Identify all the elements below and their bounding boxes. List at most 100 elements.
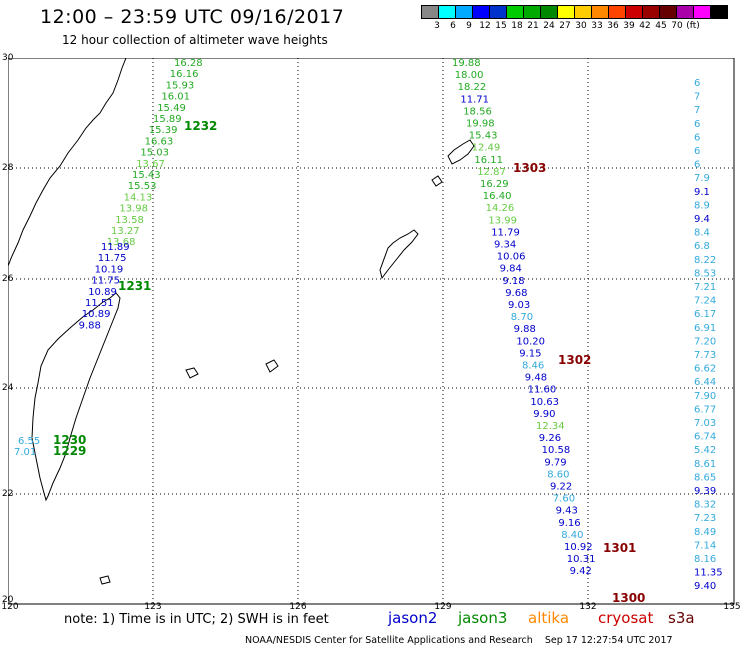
grid-lines	[8, 58, 734, 604]
wave-height-label: 11.89	[101, 242, 130, 253]
longitude-label: 126	[289, 602, 307, 612]
latitude-label: 22	[2, 489, 14, 499]
wave-height-label: 9.84	[500, 264, 522, 275]
wave-height-label: 9.4	[694, 214, 710, 225]
wave-height-label: 8.65	[694, 472, 716, 483]
wave-height-label: 6	[694, 132, 700, 143]
wave-height-label: 9.48	[525, 373, 547, 384]
wave-height-label: 16.11	[474, 155, 503, 166]
color-swatch	[540, 5, 558, 19]
color-scale-label: 6	[450, 21, 456, 31]
wave-height-label: 6.44	[694, 377, 716, 388]
wave-height-label: 18.56	[463, 106, 492, 117]
color-scale-label: 27	[559, 21, 571, 31]
color-scale-label: 42	[639, 21, 651, 31]
wave-height-label: 7	[694, 105, 700, 116]
wave-height-label: 11.51	[85, 298, 114, 309]
wave-height-label: 9.88	[514, 324, 536, 335]
wave-height-label: 15.43	[469, 131, 498, 142]
wave-height-label: 19.98	[466, 119, 495, 130]
color-scale-label: 15	[495, 21, 507, 31]
wave-height-label: 9.39	[694, 486, 716, 497]
wave-height-label: 9.18	[502, 276, 524, 287]
wave-height-label: 18.00	[455, 70, 484, 81]
wave-height-label: 16.28	[174, 58, 203, 69]
footer-credit: NOAA/NESDIS Center for Satellite Applica…	[245, 635, 673, 646]
wave-height-label: 15.43	[132, 170, 161, 181]
wave-height-label: 8.46	[522, 361, 544, 372]
wave-height-label: 16.40	[483, 191, 512, 202]
wave-height-label: 6	[694, 119, 700, 130]
wave-height-label: 19.88	[452, 58, 481, 69]
color-scale-label: 9	[466, 21, 472, 31]
page-title: 12:00 – 23:59 UTC 09/16/2017	[40, 6, 345, 28]
track-id-label: 1300	[612, 591, 645, 605]
satellite-legend-jason2: jason2	[388, 609, 438, 627]
wave-height-label: 13.98	[119, 204, 148, 215]
longitude-label: 120	[1, 602, 19, 612]
color-scale-label: 12	[479, 21, 491, 31]
wave-height-label: 11.75	[91, 276, 120, 287]
page-subtitle: 12 hour collection of altimeter wave hei…	[62, 33, 328, 47]
color-scale-label: (ft)	[686, 21, 700, 31]
track-id-label: 1301	[603, 541, 636, 555]
wave-height-label: 8.53	[694, 268, 716, 279]
color-swatch	[506, 5, 524, 19]
wave-height-label: 6	[694, 78, 700, 89]
wave-height-label: 16.29	[480, 179, 509, 190]
wave-height-label: 7	[694, 92, 700, 103]
satellite-legend-altika: altika	[528, 609, 570, 627]
track-labels: 16.2816.1615.9316.0115.4915.8915.3916.63…	[14, 58, 723, 605]
wave-height-label: 10.63	[530, 397, 559, 408]
wave-height-label: 8.22	[694, 255, 716, 266]
wave-height-label: 8.4	[694, 228, 710, 239]
wave-height-label: 10.89	[82, 309, 111, 320]
wave-height-label: 13.27	[111, 226, 140, 237]
satellite-legend-jason3: jason3	[458, 609, 508, 627]
wave-height-label: 7.24	[694, 296, 716, 307]
longitude-label: 123	[144, 602, 162, 612]
wave-height-label: 6	[694, 146, 700, 157]
wave-height-label: 15.03	[140, 148, 169, 159]
wave-height-label: 9.40	[694, 581, 716, 592]
wave-height-label: 13.67	[136, 159, 165, 170]
wave-height-label: 8.70	[511, 312, 533, 323]
latitude-label: 28	[2, 163, 14, 173]
wave-height-label: 7.23	[694, 513, 716, 524]
color-swatch	[472, 5, 490, 19]
wave-height-label: 9.68	[505, 288, 527, 299]
wave-height-label: 7.60	[553, 494, 575, 505]
color-swatch	[438, 5, 456, 19]
color-swatch	[642, 5, 660, 19]
wave-height-label: 5.42	[694, 445, 716, 456]
wave-height-label: 13.58	[115, 215, 144, 226]
wave-height-label: 6.17	[694, 309, 716, 320]
latitude-label: 30	[2, 53, 14, 63]
wave-height-label: 10.19	[95, 264, 124, 275]
wave-height-label: 15.93	[166, 80, 195, 91]
color-scale-legend	[421, 5, 728, 19]
color-scale-label: 24	[543, 21, 555, 31]
wave-height-label: 14.13	[124, 192, 153, 203]
wave-height-label: 9.26	[539, 433, 561, 444]
wave-height-label: 11.60	[528, 385, 557, 396]
wave-height-label: 16.16	[170, 69, 199, 80]
color-scale-label: 18	[511, 21, 523, 31]
wave-height-label: 13.99	[488, 215, 517, 226]
wave-height-label: 15.89	[153, 114, 182, 125]
wave-height-label: 6.77	[694, 404, 716, 415]
color-swatch	[693, 5, 711, 19]
color-swatch	[608, 5, 626, 19]
color-scale-label: 39	[623, 21, 635, 31]
timestamp-text: Sep 17 12:27:54 UTC 2017	[544, 635, 673, 646]
wave-height-label: 8.16	[694, 554, 716, 565]
color-swatch	[455, 5, 473, 19]
wave-height-label: 10.58	[542, 445, 571, 456]
wave-height-label: 11.79	[491, 227, 520, 238]
wave-height-label: 7.9	[694, 173, 710, 184]
track-id-label: 1231	[118, 279, 151, 293]
color-swatch	[574, 5, 592, 19]
latitude-label: 26	[2, 274, 14, 284]
wave-height-label: 6.74	[694, 432, 716, 443]
wave-height-label: 6.8	[694, 241, 710, 252]
